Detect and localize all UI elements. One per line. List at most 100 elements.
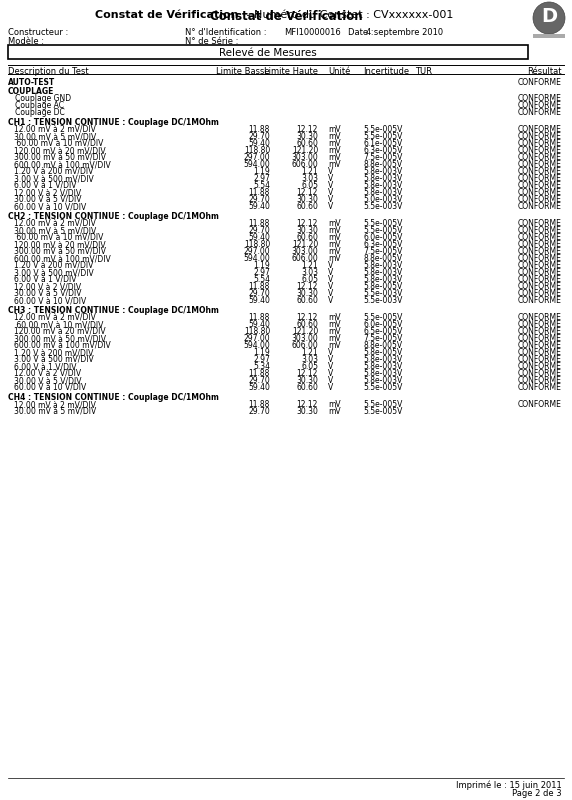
- Text: 5.8e-003V: 5.8e-003V: [363, 167, 402, 176]
- Text: 1.20 V à 200 mV/DIV: 1.20 V à 200 mV/DIV: [14, 167, 93, 176]
- Text: 5.5e-005V: 5.5e-005V: [363, 383, 402, 392]
- Text: N° d'Identification :: N° d'Identification :: [185, 28, 267, 37]
- Text: 606.00: 606.00: [291, 341, 318, 350]
- Text: CH4 : TENSION CONTINUE : Couplage DC/1MOhm: CH4 : TENSION CONTINUE : Couplage DC/1MO…: [8, 393, 219, 402]
- Text: 303.00: 303.00: [291, 153, 318, 162]
- Text: Constat de Vérification: Constat de Vérification: [183, 10, 327, 20]
- Text: 6.05: 6.05: [301, 275, 318, 284]
- Text: CH3 : TENSION CONTINUE : Couplage DC/1MOhm: CH3 : TENSION CONTINUE : Couplage DC/1MO…: [8, 306, 219, 315]
- Text: 300.00 mV à 50 mV/DIV: 300.00 mV à 50 mV/DIV: [14, 153, 106, 162]
- Text: 30.00 V à 5 V/DIV: 30.00 V à 5 V/DIV: [14, 195, 81, 204]
- Text: 120.00 mV à 20 mV/DIV: 120.00 mV à 20 mV/DIV: [14, 146, 106, 155]
- Text: CONFORME: CONFORME: [518, 233, 562, 242]
- Text: 30.00 V à 5 V/DIV: 30.00 V à 5 V/DIV: [14, 289, 81, 298]
- Text: CONFORME: CONFORME: [518, 289, 562, 298]
- Text: 121.20: 121.20: [292, 240, 318, 249]
- Text: 30.30: 30.30: [296, 226, 318, 235]
- Text: mV: mV: [328, 313, 340, 322]
- Text: 6.1e-005V: 6.1e-005V: [363, 139, 402, 148]
- Text: CONFORME: CONFORME: [518, 383, 562, 392]
- Text: 600.00 mV à 100 mV/DIV: 600.00 mV à 100 mV/DIV: [14, 254, 111, 263]
- Text: 2.97: 2.97: [253, 355, 270, 364]
- Bar: [533, 34, 565, 38]
- Text: CONFORME: CONFORME: [518, 188, 562, 197]
- Text: V: V: [328, 188, 333, 197]
- Text: 6.5e-005V: 6.5e-005V: [363, 327, 402, 336]
- Text: 2.97: 2.97: [253, 268, 270, 277]
- Text: 60.00 mV à 10 mV/DIV: 60.00 mV à 10 mV/DIV: [14, 233, 104, 242]
- Text: 121.20: 121.20: [292, 327, 318, 336]
- Text: Constructeur :: Constructeur :: [8, 28, 68, 37]
- Text: 60.60: 60.60: [296, 383, 318, 392]
- Text: CONFORME: CONFORME: [518, 348, 562, 357]
- Text: CONFORME: CONFORME: [518, 195, 562, 204]
- Text: 5.8e-003V: 5.8e-003V: [363, 355, 402, 364]
- Text: CONFORME: CONFORME: [518, 146, 562, 155]
- Text: 60.60: 60.60: [296, 233, 318, 242]
- Text: 30.00 mV à 5 mV/DIV: 30.00 mV à 5 mV/DIV: [14, 226, 96, 235]
- Text: mV: mV: [328, 400, 340, 409]
- Text: V: V: [328, 376, 333, 385]
- Text: 12.12: 12.12: [297, 188, 318, 197]
- Text: 594.00: 594.00: [243, 160, 270, 169]
- Text: CONFORME: CONFORME: [518, 78, 562, 87]
- Text: 59.40: 59.40: [248, 320, 270, 329]
- Text: V: V: [328, 362, 333, 371]
- Text: 297.00: 297.00: [243, 334, 270, 343]
- Text: N° de Série :: N° de Série :: [185, 37, 239, 46]
- Text: 5.5e-005V: 5.5e-005V: [363, 132, 402, 141]
- Text: 7.5e-005V: 7.5e-005V: [363, 334, 402, 343]
- Text: CONFORME: CONFORME: [518, 355, 562, 364]
- Text: 1.19: 1.19: [253, 348, 270, 357]
- Text: 60.60: 60.60: [296, 320, 318, 329]
- Text: 5.8e-003V: 5.8e-003V: [363, 376, 402, 385]
- Text: 5.54: 5.54: [253, 275, 270, 284]
- Text: 8.8e-005V: 8.8e-005V: [363, 160, 402, 169]
- Text: 12.12: 12.12: [297, 369, 318, 378]
- Text: 5.8e-005V: 5.8e-005V: [363, 282, 402, 291]
- Text: 1.21: 1.21: [301, 348, 318, 357]
- Text: CONFORME: CONFORME: [518, 240, 562, 249]
- Text: V: V: [328, 369, 333, 378]
- Text: V: V: [328, 261, 333, 270]
- Text: 59.40: 59.40: [248, 296, 270, 305]
- Text: CONFORME: CONFORME: [518, 369, 562, 378]
- Text: 606.00: 606.00: [291, 160, 318, 169]
- Text: 300.00 mV à 50 mV/DIV: 300.00 mV à 50 mV/DIV: [14, 247, 106, 256]
- Text: Couplage GND: Couplage GND: [8, 94, 71, 103]
- Text: 5.8e-003V: 5.8e-003V: [363, 369, 402, 378]
- Text: Couplage AC: Couplage AC: [8, 101, 64, 110]
- Text: 12.00 V à 2 V/DIV: 12.00 V à 2 V/DIV: [14, 188, 81, 197]
- Text: mV: mV: [328, 139, 340, 148]
- Text: 1.19: 1.19: [253, 261, 270, 270]
- Text: CONFORME: CONFORME: [518, 94, 562, 103]
- Text: 5.8e-003V: 5.8e-003V: [363, 188, 402, 197]
- Text: 12.00 mV à 2 mV/DIV: 12.00 mV à 2 mV/DIV: [14, 125, 96, 134]
- Text: 12.00 V à 2 V/DIV: 12.00 V à 2 V/DIV: [14, 369, 81, 378]
- Text: CONFORME: CONFORME: [518, 181, 562, 190]
- Text: 5.8e-003V: 5.8e-003V: [363, 174, 402, 183]
- Text: V: V: [328, 167, 333, 176]
- Text: 30.00 mV à 5 mV/DIV: 30.00 mV à 5 mV/DIV: [14, 132, 96, 141]
- Text: CONFORME: CONFORME: [518, 219, 562, 228]
- Text: 5.5e-005V: 5.5e-005V: [363, 400, 402, 409]
- Text: mV: mV: [328, 219, 340, 228]
- Text: Incertitude: Incertitude: [363, 67, 409, 76]
- Text: CONFORME: CONFORME: [518, 247, 562, 256]
- Text: V: V: [328, 195, 333, 204]
- Text: CH2 : TENSION CONTINUE : Couplage DC/1MOhm: CH2 : TENSION CONTINUE : Couplage DC/1MO…: [8, 212, 219, 221]
- Text: 5.8e-005V: 5.8e-005V: [363, 348, 402, 357]
- Text: mV: mV: [328, 226, 340, 235]
- Text: CONFORME: CONFORME: [518, 362, 562, 371]
- Text: CONFORME: CONFORME: [518, 282, 562, 291]
- Text: 6.05: 6.05: [301, 181, 318, 190]
- Text: 303.00: 303.00: [291, 334, 318, 343]
- Text: mV: mV: [328, 334, 340, 343]
- Text: 3.00 V à 500 mV/DIV: 3.00 V à 500 mV/DIV: [14, 355, 94, 364]
- Text: 3.03: 3.03: [301, 174, 318, 183]
- Text: 6.00 V à 1 V/DIV: 6.00 V à 1 V/DIV: [14, 275, 77, 284]
- Text: Description du Test: Description du Test: [8, 67, 89, 76]
- Text: 5.5e-005V: 5.5e-005V: [363, 219, 402, 228]
- Text: 30.30: 30.30: [296, 132, 318, 141]
- Text: 4 septembre 2010: 4 septembre 2010: [366, 28, 443, 37]
